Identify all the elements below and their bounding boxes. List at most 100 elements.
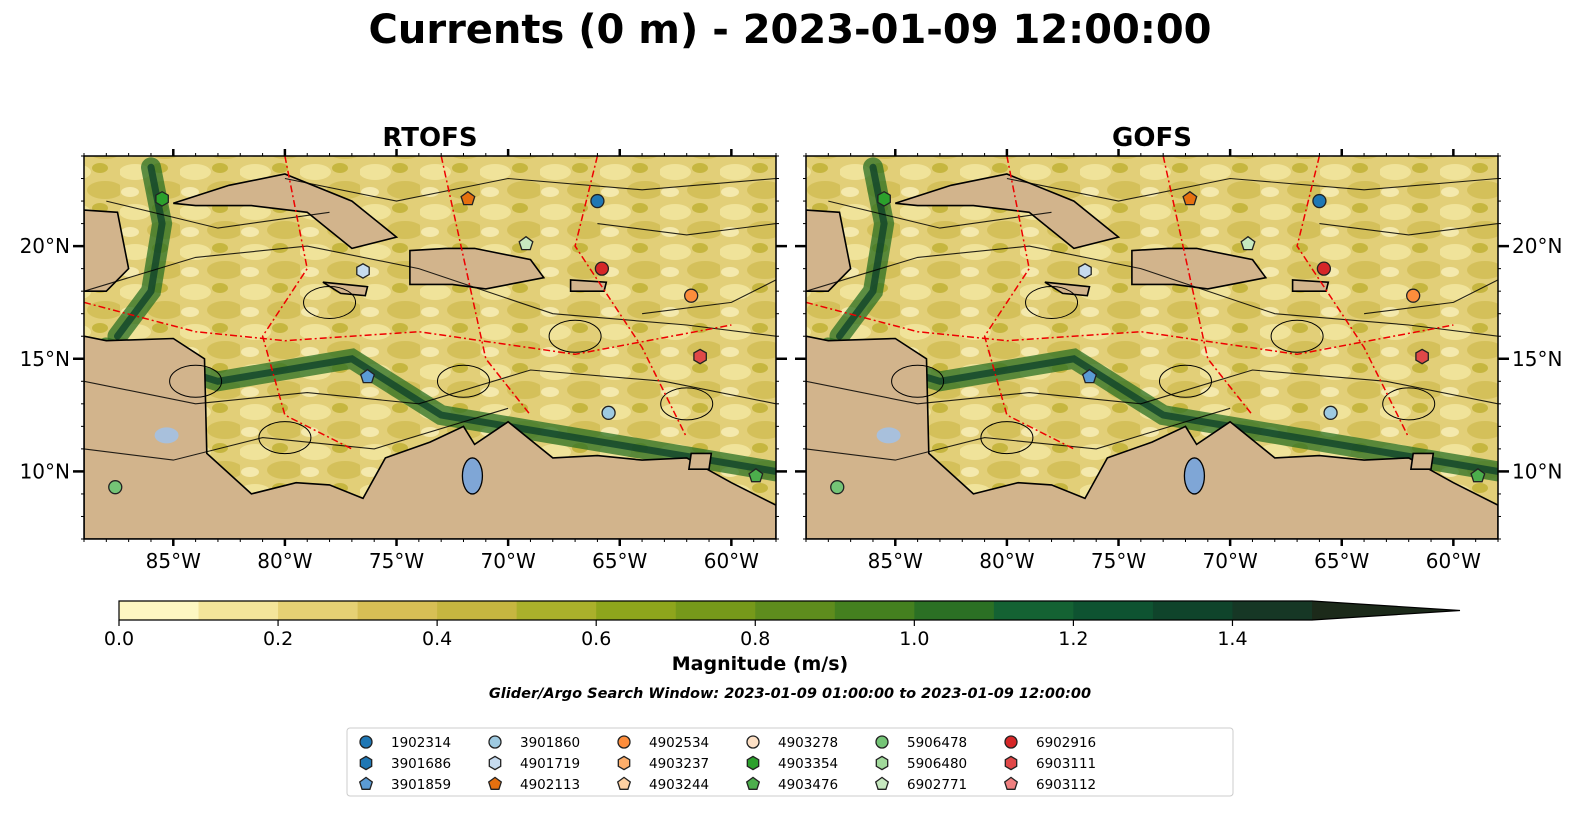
streamline [84, 369, 776, 405]
eddy-streamline [1158, 364, 1212, 398]
land-mass [322, 281, 369, 297]
float-marker-4902113 [460, 190, 476, 206]
legend-entry-4903354: 4903354 [746, 755, 838, 772]
legend-label: 4902113 [520, 777, 580, 793]
legend-label: 1902314 [391, 735, 451, 751]
legend-label: 4903237 [649, 756, 709, 772]
x-tick-label: 75°W [1091, 549, 1146, 573]
float-marker-4902113 [1182, 190, 1198, 206]
colorbar-segment [993, 601, 1074, 620]
legend-label: 4903244 [649, 777, 709, 793]
land-mass [173, 173, 399, 250]
legend-entry-4903244: 4903244 [616, 776, 709, 793]
colorbar-segment [119, 601, 200, 620]
legend-marker-icon [616, 776, 632, 790]
panel-title: GOFS [1112, 123, 1192, 153]
eez-boundary [806, 301, 1454, 356]
colorbar-tick-label: 0.8 [740, 628, 770, 650]
colorbar-tick-label: 1.0 [899, 628, 929, 650]
streamline [642, 279, 776, 315]
eddy-streamline [980, 421, 1034, 455]
eddy-streamline [891, 364, 945, 398]
legend-marker-icon [487, 776, 503, 790]
colorbar-segment [278, 601, 359, 620]
eez-boundary [261, 156, 353, 450]
legend-label: 6903112 [1036, 777, 1096, 793]
map-panel-rtofs: RTOFS 85°W 80°W 75°W 70°W 65°W 60°W 10°N 15°N 20°… [20, 123, 787, 573]
panel-frame [83, 155, 777, 540]
map-area [84, 156, 776, 539]
eddy-streamline [548, 319, 602, 353]
land-mass [409, 247, 546, 290]
float-marker-3901860 [1323, 405, 1338, 420]
streamline [806, 407, 1231, 461]
legend-marker-icon [1004, 735, 1018, 749]
legend-marker-icon [488, 755, 502, 771]
colorbar-segment [834, 601, 915, 620]
colorbar-segment [755, 601, 836, 620]
colorbar-segment [198, 601, 279, 620]
legend-label: 6903111 [1036, 756, 1096, 772]
colorbar: 0.0 0.2 0.4 0.6 0.8 1.0 1.2 1.4 [104, 600, 1461, 650]
float-marker-5906478 [108, 480, 123, 495]
eez-boundary [1162, 156, 1254, 416]
legend-marker-icon [1003, 776, 1019, 790]
legend-label: 3901686 [391, 756, 451, 772]
map-area [806, 156, 1498, 539]
legend-entry-6902771: 6902771 [874, 776, 967, 793]
x-tick-label: 65°W [592, 549, 647, 573]
colorbar-tick-label: 0.2 [263, 628, 293, 650]
legend-marker-icon [746, 735, 760, 749]
x-tick-label: 70°W [481, 549, 536, 573]
legend-entry-1902314: 1902314 [359, 735, 451, 751]
float-marker-4901719 [1078, 263, 1092, 279]
land-mass [806, 209, 852, 292]
colorbar-label: Magnitude (m/s) [672, 653, 849, 675]
float-marker-6903111 [693, 348, 707, 365]
land-mass [1131, 247, 1268, 290]
legend-label: 4903278 [778, 735, 838, 751]
legend-label: 6902916 [1036, 735, 1096, 751]
lake-nicaragua [154, 427, 179, 444]
float-marker-6902771 [518, 235, 534, 251]
float-marker-4901719 [356, 263, 370, 279]
eddy-streamline [1025, 285, 1079, 319]
legend-label: 4901719 [520, 756, 580, 772]
colorbar-tick-label: 1.4 [1217, 628, 1247, 650]
land-mass [895, 173, 1121, 250]
colorbar-outline [118, 600, 1461, 621]
y-tick-label: 15°N [20, 347, 70, 371]
legend-entry-3901686: 3901686 [359, 755, 451, 772]
float-marker-4903476 [748, 467, 764, 483]
legend-label: 5906478 [907, 735, 967, 751]
legend-entry-6903112: 6903112 [1003, 776, 1096, 793]
streamline [806, 369, 1498, 405]
eez-boundary [1296, 156, 1410, 438]
x-tick-label: 70°W [1203, 549, 1258, 573]
map-panel-gofs: GOFS 85°W 80°W 75°W 70°W 65°W 60°W 10°N 15°N 20°N [795, 123, 1562, 573]
eez-boundary [440, 156, 532, 416]
eddy-streamline [660, 387, 714, 421]
float-marker-4903476 [1470, 467, 1486, 483]
x-tick-label: 80°W [979, 549, 1034, 573]
panel-frame [805, 155, 1499, 540]
y-tick-label: 10°N [20, 459, 70, 483]
legend-marker-icon [875, 735, 889, 749]
streamline [1006, 177, 1498, 202]
legend-entry-6903111: 6903111 [1004, 755, 1096, 772]
legend-entry-4903237: 4903237 [617, 755, 709, 772]
legend-label: 6902771 [907, 777, 967, 793]
float-marker-3901859 [1081, 368, 1098, 384]
colorbar-tick-label: 0.0 [104, 628, 134, 650]
eddy-streamline [1270, 319, 1324, 353]
float-legend: 1902314 3901686 3901859 3901860 4901719 49021… [346, 727, 1234, 797]
y-tick-label: 20°N [1512, 234, 1562, 258]
legend-marker-icon [617, 755, 631, 771]
land-mass [687, 452, 713, 470]
float-marker-6902916 [1316, 261, 1332, 276]
float-marker-5906478 [830, 480, 845, 495]
y-tick-label: 15°N [1512, 347, 1562, 371]
x-tick-label: 65°W [1314, 549, 1369, 573]
streamline [597, 223, 776, 236]
